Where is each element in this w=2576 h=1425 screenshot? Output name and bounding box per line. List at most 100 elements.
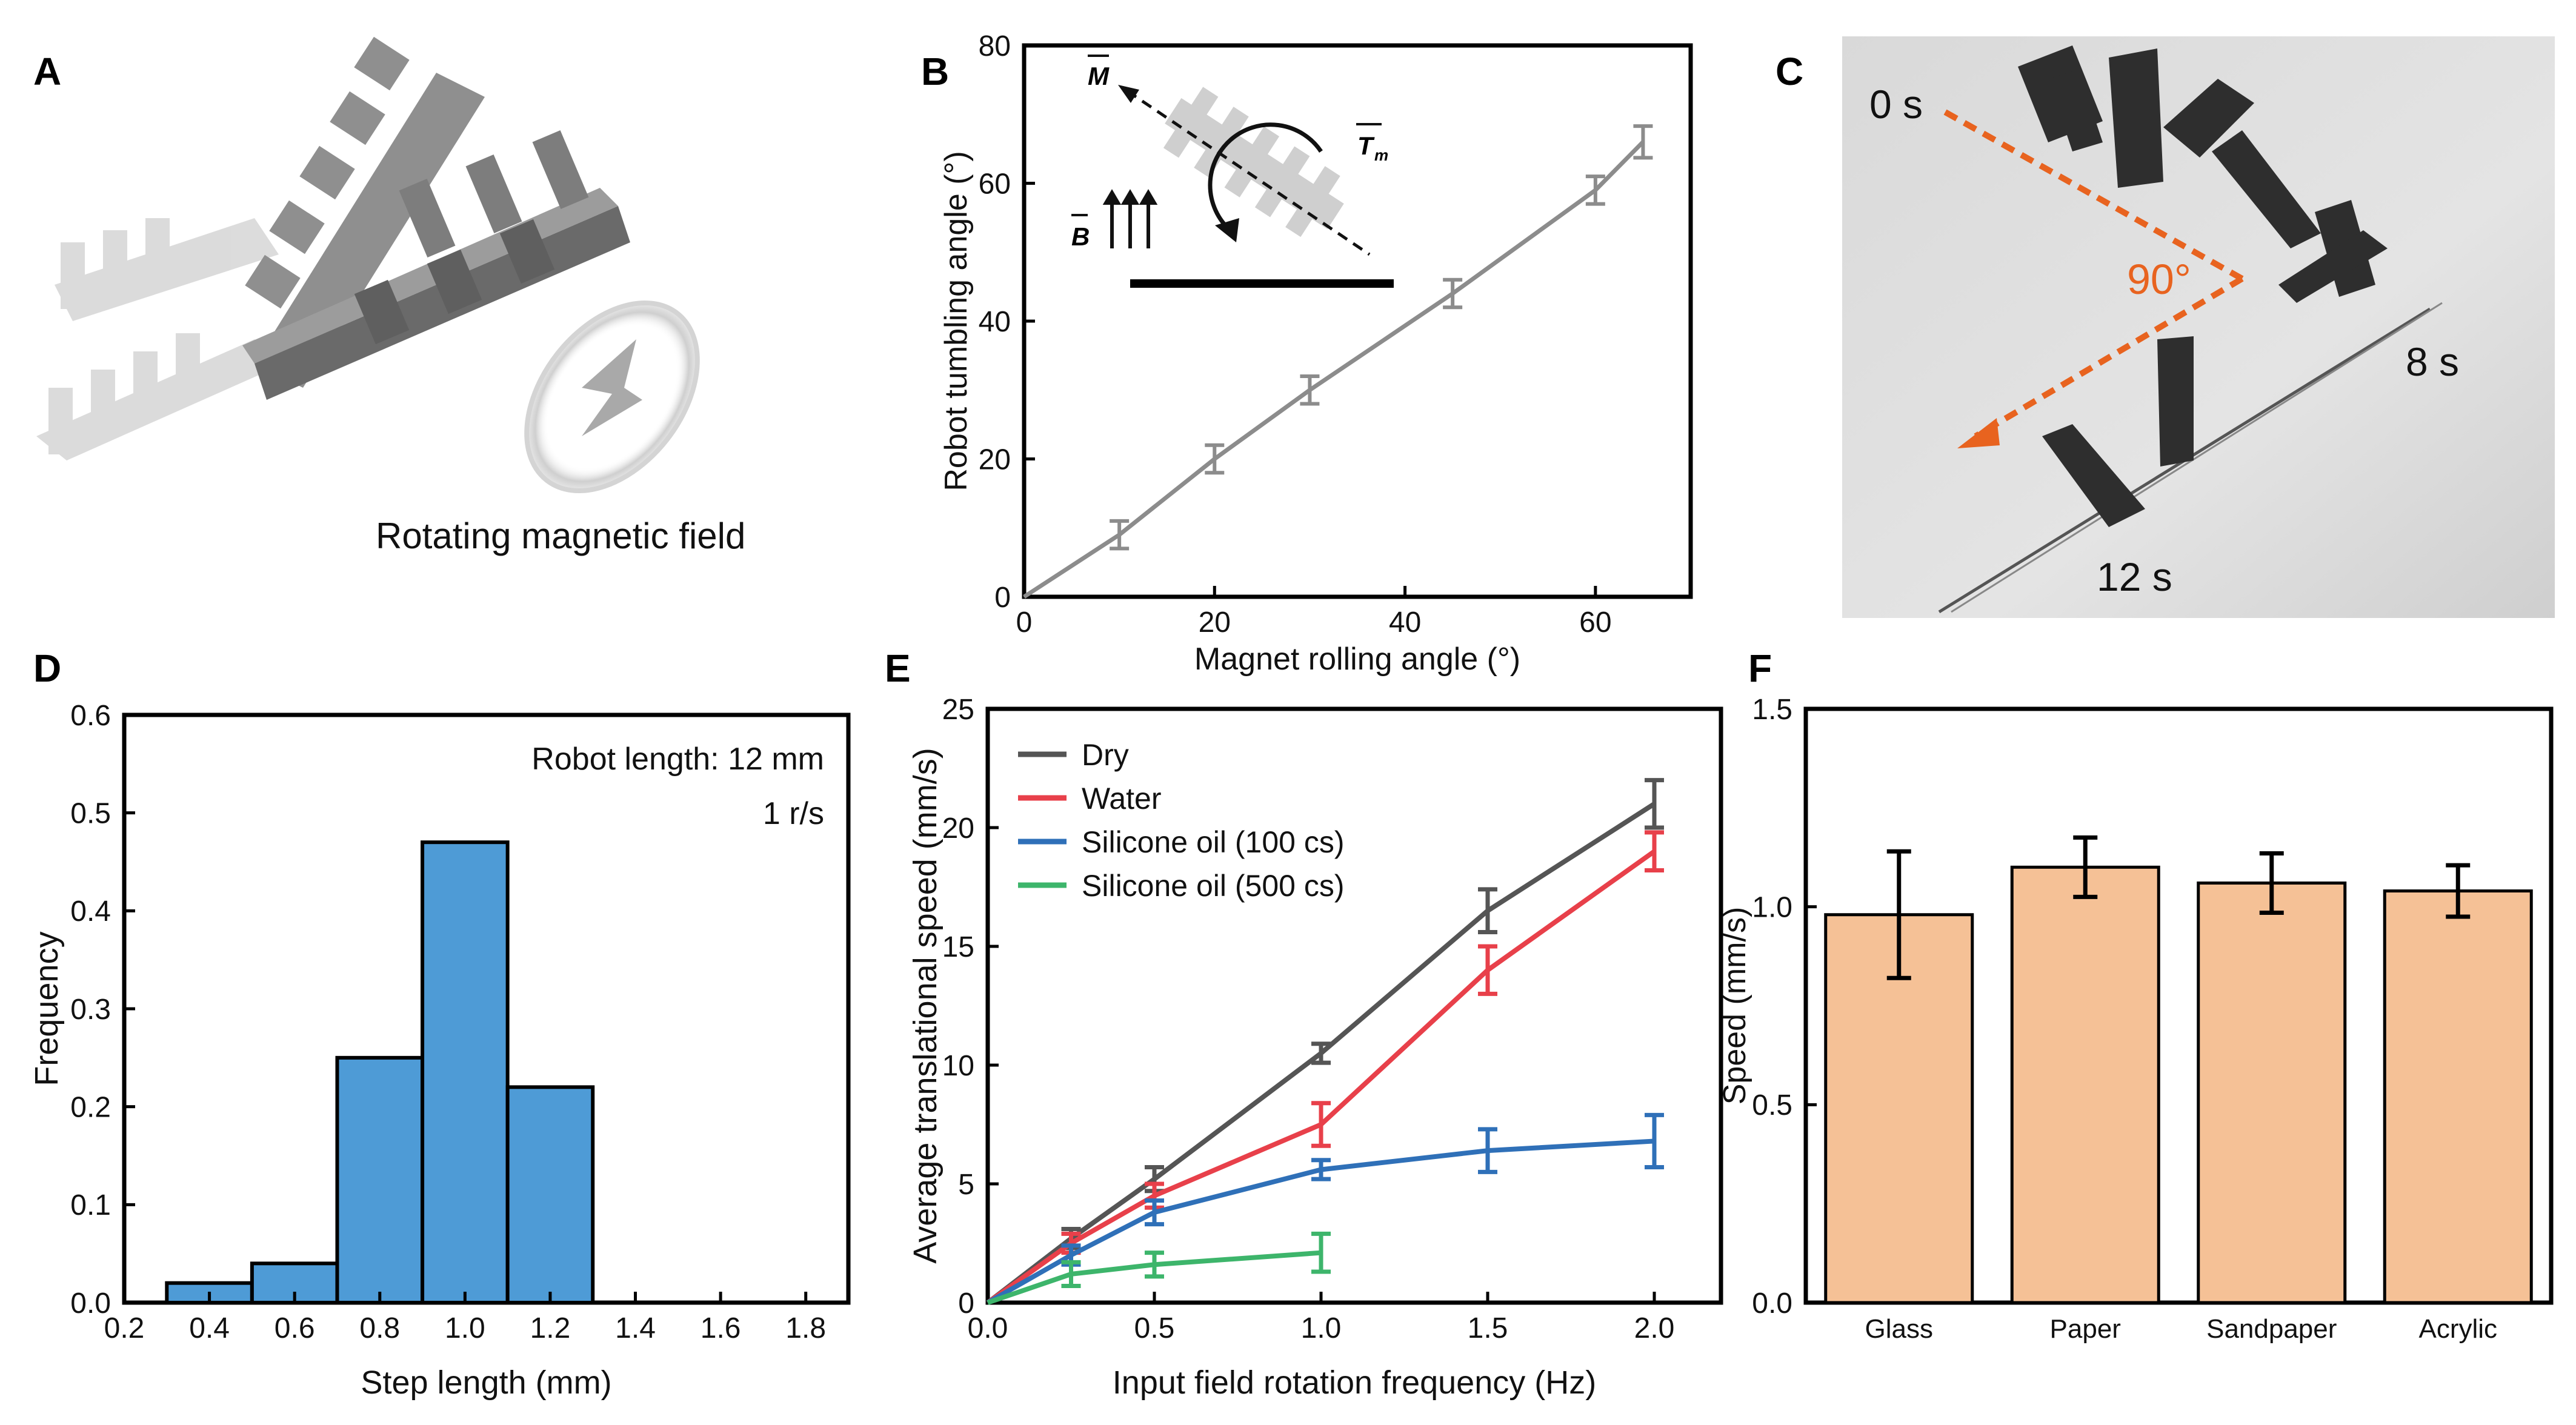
panel-f-category-label: Paper — [2050, 1314, 2121, 1344]
panel-b-xtick-label: 0 — [1016, 606, 1033, 639]
panel-label-b: B — [921, 50, 949, 93]
panel-e-ytick-label: 20 — [942, 812, 974, 845]
rotation-arrow-icon — [582, 339, 642, 436]
inset-torque-arrow — [1208, 122, 1323, 232]
photo-angle-annotation: 90° — [1943, 109, 2244, 448]
panel-e-xtick-label: 1.0 — [1301, 1312, 1342, 1344]
panel-label-c: C — [1776, 50, 1803, 93]
panel-f-bar — [2383, 889, 2533, 1304]
panel-b-data-point — [1023, 596, 1025, 597]
panel-e-series-line-silicone-500cs — [987, 1250, 1322, 1305]
panel-f-ytick-label: 0.0 — [1752, 1287, 1792, 1320]
panel-b-x-axis-label: Magnet rolling angle (°) — [1194, 642, 1520, 677]
panel-b-inset: B M T m — [1071, 55, 1394, 288]
panel-d-hist-bar — [335, 1055, 425, 1305]
panel-e-ytick-label: 0 — [958, 1287, 974, 1320]
panel-a: A — [33, 36, 745, 556]
panel-e-series-line-water — [986, 849, 1656, 1305]
panel-a-caption: Rotating magnetic field — [376, 516, 745, 556]
panel-b-ytick-label: 60 — [979, 168, 1011, 201]
panel-f-plot-frame — [1803, 706, 2554, 1305]
panel-b-xtick-label: 40 — [1389, 606, 1421, 639]
time-label-0s: 0 s — [1869, 82, 1923, 127]
panel-d-ytick-label: 0.5 — [70, 797, 111, 829]
panel-d-xtick-label: 1.8 — [785, 1312, 826, 1344]
inset-magnetization-line — [1126, 89, 1371, 256]
panel-e-xtick-label: 0.0 — [968, 1312, 1008, 1344]
inset-magnetization-arrowhead — [1118, 85, 1139, 103]
panel-e-xtick-label: 2.0 — [1634, 1312, 1675, 1344]
panel-d-xtick-label: 0.2 — [104, 1312, 145, 1344]
panel-f-bar — [2197, 881, 2347, 1304]
panel-b-data-point — [1119, 534, 1120, 536]
panel-label-a: A — [33, 50, 61, 93]
panel-f: F 0.0 0.5 1.0 1.5 Glass Paper Sandpaper Acrylic… — [1717, 646, 2554, 1344]
inset-tm-label: T — [1357, 131, 1375, 160]
panel-e-xtick-label: 1.5 — [1468, 1312, 1508, 1344]
panel-d-xtick-label: 1.6 — [701, 1312, 741, 1344]
robot-3d-illustration — [36, 36, 700, 494]
panel-b-ytick-label: 80 — [979, 30, 1011, 62]
panel-d-xtick-label: 0.8 — [359, 1312, 400, 1344]
time-label-12s: 12 s — [2097, 554, 2172, 599]
panel-d-annotation-length: Robot length: 12 mm — [531, 742, 824, 777]
panel-label-f: F — [1748, 646, 1772, 690]
panel-f-ytick-label: 1.5 — [1752, 694, 1792, 726]
panel-f-bar — [1824, 913, 1974, 1304]
panel-d-x-axis-label: Step length (mm) — [361, 1364, 611, 1401]
photo-arrowhead — [1957, 418, 2000, 448]
panel-label-d: D — [33, 646, 61, 690]
panel-d: D 0.0 0.1 0.2 0.3 0.4 0.5 0.6 0.2 0.4 0.6 0.8 1.0 1.… — [28, 646, 851, 1401]
panel-e-x-axis-label: Input field rotation frequency (Hz) — [1113, 1364, 1596, 1401]
panel-b-xtick-label: 20 — [1199, 606, 1231, 639]
panel-b-xtick-label: 60 — [1579, 606, 1611, 639]
panel-b: B B M T — [921, 30, 1693, 677]
panel-d-ytick-label: 0.3 — [70, 994, 111, 1026]
panel-e-series-line-dry — [986, 802, 1656, 1305]
panel-e-ytick-label: 15 — [942, 931, 974, 963]
panel-e-ytick-label: 25 — [942, 694, 974, 726]
photo-robots — [2018, 45, 2388, 527]
panel-b-data-point — [1452, 293, 1454, 294]
panel-e: E 0 5 10 15 20 25 0.0 0.5 1.0 1.5 2.0 Input field r… — [885, 646, 1723, 1401]
inset-m-label: M — [1088, 62, 1110, 90]
panel-e-series-line-silicone-100cs — [987, 1138, 1655, 1305]
panel-d-ytick-label: 0.6 — [70, 700, 111, 732]
inset-torque-arrowhead — [1215, 218, 1239, 242]
time-label-8s: 8 s — [2406, 339, 2459, 384]
panel-f-bar — [2010, 865, 2160, 1304]
panel-d-ytick-label: 0.1 — [70, 1189, 111, 1221]
panel-f-category-label: Acrylic — [2418, 1314, 2497, 1344]
panel-d-xtick-label: 1.4 — [615, 1312, 656, 1344]
panel-b-data-point — [1642, 141, 1644, 143]
panel-d-xtick-label: 1.2 — [530, 1312, 571, 1344]
panel-d-y-axis-label: Frequency — [28, 931, 65, 1086]
angle-label: 90° — [2127, 256, 2191, 303]
panel-d-ytick-label: 0.0 — [70, 1287, 111, 1320]
panel-b-data-point — [1214, 458, 1216, 460]
panel-c: C 90° 0 s 8 s 12 s — [1776, 36, 2555, 618]
panel-e-legend-label-dry: Dry — [1082, 738, 1129, 772]
panel-d-ytick-label: 0.4 — [70, 895, 111, 928]
panel-b-y-axis-label: Robot tumbling angle (°) — [939, 151, 974, 491]
panel-e-legend-label-silicone-500cs: Silicone oil (500 cs) — [1082, 869, 1345, 903]
panel-b-ytick-label: 40 — [979, 306, 1011, 338]
panel-d-xtick-label: 0.6 — [275, 1312, 315, 1344]
panel-d-hist-bar — [505, 1085, 595, 1305]
inset-tm-subscript: m — [1374, 146, 1388, 164]
panel-b-data-point — [1594, 189, 1596, 191]
panel-f-ytick-label: 0.5 — [1752, 1089, 1792, 1121]
panel-b-ytick-label: 20 — [979, 444, 1011, 476]
panel-d-annotation-rate: 1 r/s — [763, 796, 824, 831]
panel-b-ytick-label: 0 — [994, 582, 1011, 614]
panel-e-xtick-label: 0.5 — [1134, 1312, 1175, 1344]
inset-b-label: B — [1071, 222, 1090, 251]
panel-e-plot-frame — [985, 706, 1723, 1305]
panel-f-category-label: Glass — [1865, 1314, 1933, 1344]
panel-f-y-axis-label: Speed (mm/s) — [1717, 907, 1752, 1105]
panel-e-legend-label-silicone-100cs: Silicone oil (100 cs) — [1082, 825, 1345, 859]
panel-f-ytick-label: 1.0 — [1752, 891, 1792, 923]
panel-b-plot-frame — [1022, 43, 1693, 599]
panel-d-xtick-label: 1.0 — [445, 1312, 485, 1344]
